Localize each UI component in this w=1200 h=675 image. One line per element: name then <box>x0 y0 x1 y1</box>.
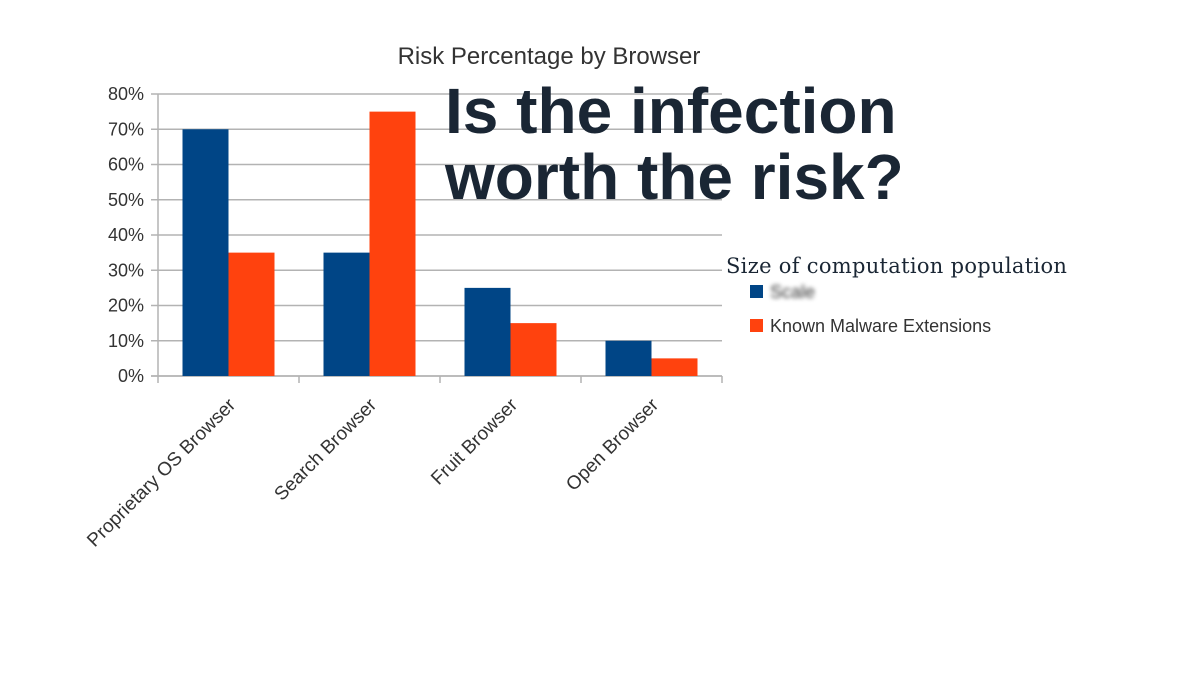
chart-title: Risk Percentage by Browser <box>398 43 701 70</box>
legend-label: Known Malware Extensions <box>770 316 991 336</box>
y-tick-label: 0% <box>118 366 144 386</box>
bar <box>369 111 416 376</box>
y-tick-label: 80% <box>108 84 144 104</box>
y-tick-label: 40% <box>108 225 144 245</box>
bar <box>510 323 557 376</box>
headline-line-2: worth the risk? <box>445 141 904 213</box>
y-tick-label: 30% <box>108 260 144 280</box>
x-category-label: Search Browser <box>271 394 382 505</box>
overlay-caption: Size of computation population <box>726 254 1068 278</box>
headline-line-1: Is the infection <box>445 75 897 147</box>
bar <box>323 252 370 376</box>
headline: Is the infection worth the risk? <box>445 78 1165 210</box>
x-category-label: Proprietary OS Browser <box>83 394 240 551</box>
legend-swatch <box>750 319 763 332</box>
x-category-label: Open Browser <box>562 394 663 495</box>
bar <box>182 129 229 376</box>
bar <box>464 287 511 376</box>
y-tick-label: 10% <box>108 331 144 351</box>
legend-label: Scale <box>770 282 815 302</box>
bars <box>182 111 698 376</box>
y-tick-labels: 0% 10% 20% 30% 40% 50% 60% 70% 80% <box>108 84 144 386</box>
y-tick-label: 60% <box>108 155 144 175</box>
bar <box>605 340 652 376</box>
legend: Scale Known Malware Extensions <box>750 282 991 336</box>
x-category-labels: Proprietary OS Browser Search Browser Frui… <box>83 394 663 551</box>
y-tick-label: 70% <box>108 119 144 139</box>
bar <box>651 358 698 376</box>
bar <box>228 252 275 376</box>
y-tick-label: 20% <box>108 296 144 316</box>
x-category-label: Fruit Browser <box>427 394 522 489</box>
legend-swatch <box>750 285 763 298</box>
y-tick-label: 50% <box>108 190 144 210</box>
